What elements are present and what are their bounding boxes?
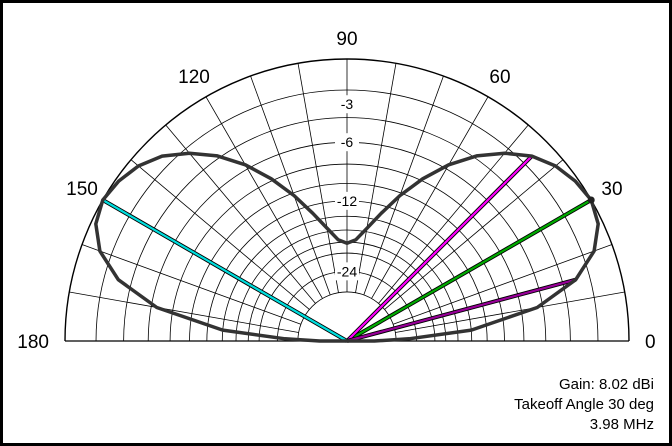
ring-labels: -3 -6 -12 -24 bbox=[335, 95, 359, 281]
ring-label-bg bbox=[335, 191, 359, 210]
grid-spoke bbox=[81, 244, 301, 325]
info-box: Gain: 8.02 dBi Takeoff Angle 30 deg 3.98… bbox=[514, 376, 654, 433]
grid-spoke bbox=[355, 63, 397, 293]
frequency-readout: 3.98 MHz bbox=[590, 416, 654, 433]
angle-label-150: 150 bbox=[66, 179, 98, 200]
grid-ring bbox=[297, 291, 397, 342]
direction-markers bbox=[101, 154, 593, 343]
angle-label-0: 0 bbox=[645, 332, 656, 353]
grid-spoke bbox=[297, 63, 339, 293]
grid-spoke bbox=[250, 75, 331, 295]
marker-line-magenta-upper bbox=[346, 155, 533, 342]
pattern-curve bbox=[94, 151, 600, 343]
grid-spoke bbox=[384, 159, 564, 310]
marker-line-takeoff bbox=[346, 199, 592, 342]
ring-label: -24 bbox=[337, 263, 357, 279]
angle-label-90: 90 bbox=[336, 29, 357, 50]
grid-spoke bbox=[130, 159, 310, 310]
grid-spoke bbox=[393, 244, 613, 325]
ring-label: -12 bbox=[337, 193, 357, 209]
angle-label-180: 180 bbox=[17, 332, 49, 353]
peak-dot bbox=[587, 196, 595, 204]
gain-readout: Gain: 8.02 dBi bbox=[559, 376, 654, 393]
grid-spoke bbox=[395, 291, 625, 333]
ring-label-bg bbox=[335, 262, 359, 281]
ring-label-bg bbox=[335, 95, 359, 114]
polar-chart: 0 30 60 90 120 150 180 -3 -6 -12 -24 Gain: 8.02 d… bbox=[17, 29, 655, 433]
grid-spoke bbox=[69, 291, 299, 333]
takeoff-readout: Takeoff Angle 30 deg bbox=[514, 396, 654, 413]
angle-label-60: 60 bbox=[489, 67, 510, 88]
grid-spoke bbox=[371, 96, 489, 299]
grid-spoke bbox=[205, 96, 323, 299]
marker-line-magenta-lower bbox=[346, 278, 576, 343]
angle-labels: 0 30 60 90 120 150 180 bbox=[17, 29, 655, 353]
grid-spoke bbox=[363, 75, 444, 295]
marker-line-cyan bbox=[102, 199, 348, 342]
ring-label: -3 bbox=[341, 96, 354, 112]
radiation-pattern bbox=[94, 151, 600, 343]
angle-label-120: 120 bbox=[178, 67, 210, 88]
ring-label-bg bbox=[335, 133, 359, 152]
ring-label: -6 bbox=[341, 134, 354, 150]
angle-label-30: 30 bbox=[601, 179, 622, 200]
